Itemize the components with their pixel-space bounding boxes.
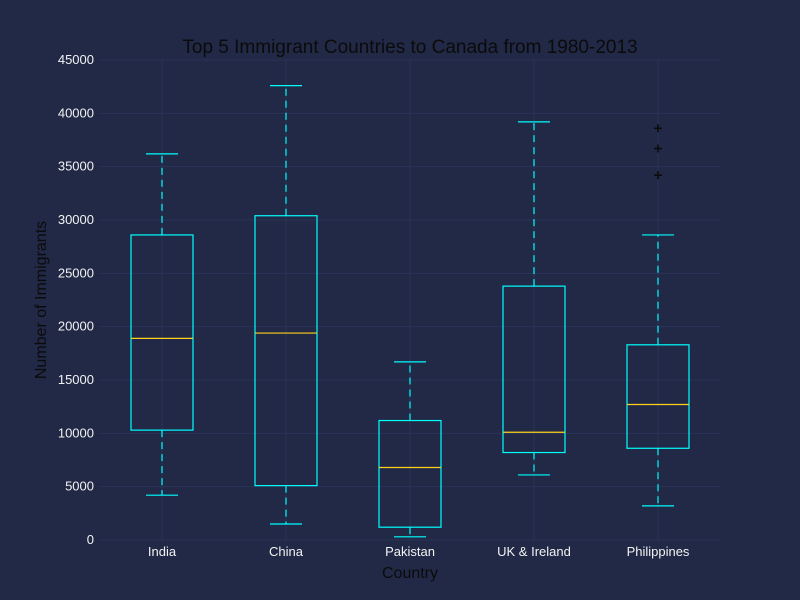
chart-title: Top 5 Immigrant Countries to Canada from… (182, 37, 637, 58)
iqr-box (254, 215, 318, 487)
x-tick-label: Philippines (627, 544, 690, 559)
box-group (378, 361, 442, 538)
y-tick-label: 45000 (58, 52, 94, 67)
y-tick-label: 40000 (58, 105, 94, 120)
iqr-box (502, 285, 566, 454)
x-tick-label: China (269, 544, 304, 559)
iqr-box (378, 419, 442, 528)
iqr-box (626, 344, 690, 449)
y-axis-title: Number of Immigrants (33, 221, 50, 379)
tick-layer: 0 5000 10000 15000 20000 25000 30000 35000 40000… (58, 52, 690, 559)
y-tick-label: 30000 (58, 212, 94, 227)
y-tick-label: 10000 (58, 425, 94, 440)
box-group (130, 153, 194, 496)
box-group (502, 121, 566, 476)
y-tick-label: 0 (87, 532, 94, 547)
y-tick-label: 25000 (58, 265, 94, 280)
y-tick-label: 5000 (65, 479, 94, 494)
iqr-box (130, 234, 194, 431)
y-tick-label: 15000 (58, 372, 94, 387)
x-axis-title: Country (382, 565, 438, 582)
y-tick-label: 20000 (58, 319, 94, 334)
box-layer (130, 84, 690, 538)
y-tick-label: 35000 (58, 159, 94, 174)
box-group (626, 124, 690, 507)
x-tick-label: UK & Ireland (497, 544, 571, 559)
x-tick-label: India (148, 544, 177, 559)
x-tick-label: Pakistan (385, 544, 435, 559)
box-group (254, 84, 318, 525)
